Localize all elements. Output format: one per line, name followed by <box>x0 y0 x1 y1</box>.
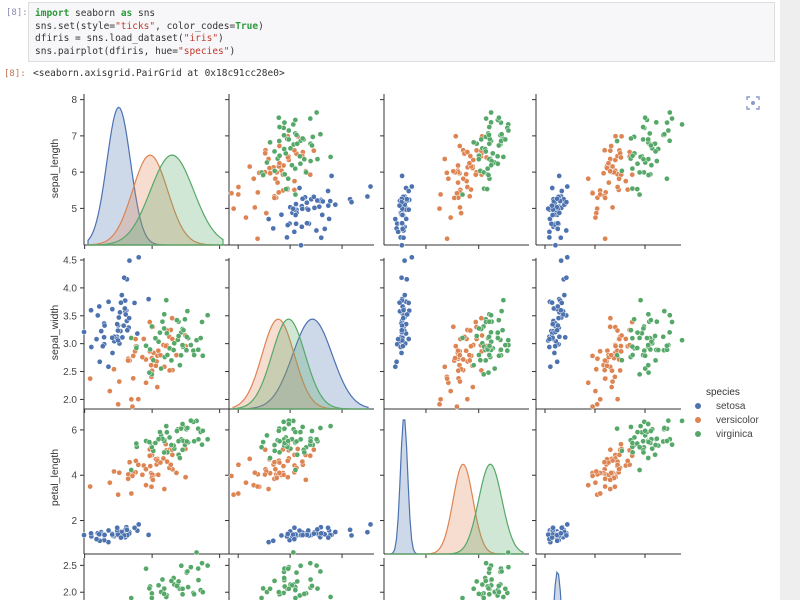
panel-petal_length-vs-sepal_width <box>225 403 374 558</box>
y-tick-label: 2.0 <box>63 395 77 406</box>
kde-setosa <box>387 419 523 555</box>
y-tick-label: 7 <box>71 131 77 142</box>
legend-marker-setosa <box>695 403 701 409</box>
panel-sepal_width-vs-petal_length <box>380 254 529 413</box>
y-tick-label: 4.0 <box>63 283 77 294</box>
y-tick-label: 8 <box>71 95 77 106</box>
kde-virginica <box>232 318 369 410</box>
panel-petal_length-vs-petal_width <box>532 403 685 558</box>
kde-setosa <box>87 106 223 246</box>
panel-petal_width-vs-sepal_width <box>225 549 334 600</box>
notebook-scrollbar[interactable] <box>780 0 800 600</box>
focus-mode-icon[interactable] <box>746 96 760 110</box>
legend-label-versicolor: versicolor <box>716 415 759 426</box>
y-axis-label: sepal_width <box>49 305 61 361</box>
panel-sepal_width-vs-sepal_length: 2.0 2.5 3.0 3.5 4.0 4.5 sepal_width <box>49 254 229 413</box>
code-line: import seaborn as sns <box>35 8 156 19</box>
kde-setosa <box>232 318 369 410</box>
panel-sepal_length-vs-petal_length <box>380 94 529 249</box>
code-editor[interactable]: import seaborn as sns sns.set(style="tick… <box>35 8 264 58</box>
legend-label-virginica: virginica <box>716 429 753 440</box>
y-tick-label: 2.5 <box>63 561 77 572</box>
panel-sepal_width-vs-petal_width <box>532 254 685 413</box>
legend-label-setosa: setosa <box>716 401 746 412</box>
y-tick-label: 5 <box>71 204 77 215</box>
y-tick-label: 2 <box>71 516 77 527</box>
panel-petal_length-vs-petal_length <box>380 403 529 558</box>
panel-sepal_length-vs-sepal_length: 5 6 7 8 sepal_length <box>49 94 229 249</box>
panel-petal_length-vs-sepal_length: 2 4 6 petal_length <box>49 403 229 558</box>
output-text: <seaborn.axisgrid.PairGrid at 0x18c91cc2… <box>33 68 285 79</box>
legend-marker-versicolor <box>695 417 701 423</box>
kde-setosa <box>553 570 562 600</box>
y-tick-label: 4.5 <box>63 256 77 267</box>
y-tick-label: 3.0 <box>63 339 77 350</box>
code-line: sns.set(style="ticks", color_codes=True) <box>35 20 264 32</box>
panel-sepal_width-vs-sepal_width <box>225 258 374 413</box>
panel-petal_width-vs-sepal_length: 2.02.5petal_width <box>63 549 211 600</box>
code-line: dfiris = sns.load_dataset("iris") <box>35 33 224 45</box>
y-tick-label: 6 <box>71 168 77 179</box>
y-tick-label: 6 <box>71 425 77 436</box>
y-tick-label: 2.0 <box>63 588 77 599</box>
legend-title: species <box>706 387 740 398</box>
legend: species setosa versicolor virginica <box>695 387 759 440</box>
code-cell[interactable]: import seaborn as sns sns.set(style="tick… <box>28 2 775 62</box>
y-axis-label: petal_length <box>49 449 61 506</box>
panel-petal_width-vs-petal_length <box>380 549 512 600</box>
output-prompt: [8]: <box>4 69 26 79</box>
kde-versicolor <box>87 154 224 246</box>
panel-sepal_length-vs-sepal_width <box>225 94 374 249</box>
input-prompt: [8]: <box>6 8 28 18</box>
kde-virginica <box>388 463 524 555</box>
kde-versicolor <box>388 463 523 555</box>
kde-virginica <box>87 154 224 246</box>
panel-petal_width-vs-petal_width <box>532 558 562 600</box>
y-tick-label: 3.5 <box>63 311 77 322</box>
y-tick-label: 2.5 <box>63 367 77 378</box>
code-line: sns.pairplot(dfiris, hue="species") <box>35 45 236 57</box>
y-axis-label: sepal_length <box>49 139 61 199</box>
panel-sepal_length-vs-petal_width <box>532 94 685 249</box>
kde-versicolor <box>232 318 368 410</box>
y-tick-label: 4 <box>71 471 77 482</box>
legend-marker-virginica <box>695 431 701 437</box>
